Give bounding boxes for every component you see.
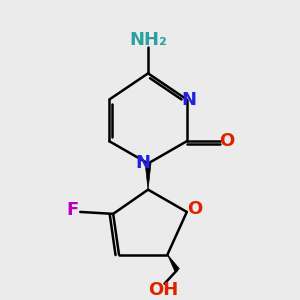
Polygon shape: [167, 255, 179, 272]
Polygon shape: [145, 164, 151, 190]
Text: O: O: [187, 200, 202, 218]
Text: N: N: [135, 154, 150, 172]
Text: F: F: [67, 201, 79, 219]
Text: N: N: [182, 91, 196, 109]
Text: O: O: [219, 132, 235, 150]
Text: NH₂: NH₂: [129, 31, 167, 49]
Text: OH: OH: [148, 281, 178, 299]
